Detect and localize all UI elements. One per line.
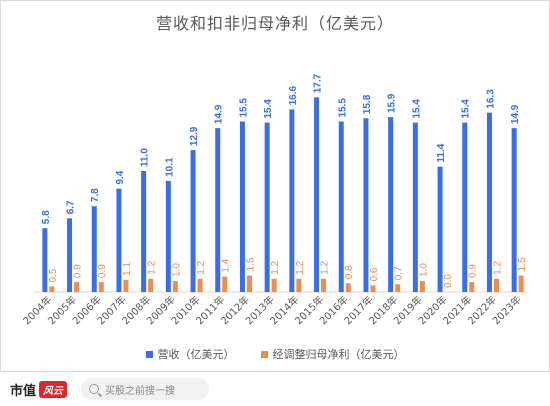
data-label-revenue: 16.6 bbox=[288, 85, 299, 105]
data-label-revenue: 16.3 bbox=[485, 89, 496, 109]
bar-adjusted-profit-2016年 bbox=[345, 283, 351, 292]
bar-adjusted-profit-2021年 bbox=[469, 282, 475, 292]
bar-adjusted-profit-2008年 bbox=[148, 278, 154, 292]
data-label-revenue: 10.1 bbox=[164, 157, 175, 177]
data-label-adjusted-profit: 1.5 bbox=[517, 257, 528, 271]
data-label-revenue: 9.4 bbox=[115, 170, 126, 184]
data-label-revenue: 15.5 bbox=[337, 98, 348, 118]
data-label-adjusted-profit: 1.5 bbox=[245, 257, 256, 271]
chart-title: 营收和扣非归母净利（亿美元） bbox=[155, 14, 394, 33]
data-label-revenue: 15.4 bbox=[461, 99, 472, 119]
data-label-revenue: 6.7 bbox=[66, 200, 77, 214]
bar-adjusted-profit-2012年 bbox=[246, 275, 252, 292]
brand-name: 市值 bbox=[10, 383, 37, 399]
data-label-adjusted-profit: 1.0 bbox=[418, 263, 429, 277]
bar-adjusted-profit-2007年 bbox=[123, 279, 129, 292]
legend-swatch-revenue bbox=[145, 350, 153, 358]
data-label-adjusted-profit: 0.6 bbox=[369, 267, 380, 281]
bar-revenue-2009年 bbox=[165, 180, 171, 292]
data-label-adjusted-profit: 1.2 bbox=[320, 260, 331, 274]
data-label-revenue: 14.9 bbox=[510, 104, 521, 124]
data-label-adjusted-profit: 1.2 bbox=[295, 260, 306, 274]
search-placeholder: 买股之前搜一搜 bbox=[105, 385, 176, 397]
bar-revenue-2011年 bbox=[215, 128, 221, 292]
bar-adjusted-profit-2010年 bbox=[197, 278, 203, 292]
bar-revenue-2016年 bbox=[338, 121, 344, 292]
data-label-adjusted-profit: 0.0 bbox=[443, 274, 454, 288]
bar-adjusted-profit-2019年 bbox=[419, 281, 425, 292]
bar-revenue-2012年 bbox=[239, 121, 245, 292]
legend-swatch-adjusted-profit bbox=[260, 350, 268, 358]
legend-label-revenue: 营收（亿美元） bbox=[157, 348, 235, 361]
data-label-adjusted-profit: 0.9 bbox=[73, 264, 84, 278]
chart-card bbox=[0, 0, 550, 372]
legend-item-adjusted-profit: 经调整归母净利（亿美元） bbox=[260, 346, 405, 362]
data-label-revenue: 15.9 bbox=[387, 93, 398, 113]
bar-revenue-2021年 bbox=[462, 122, 468, 292]
bar-revenue-2013年 bbox=[264, 122, 270, 292]
bar-adjusted-profit-2004年 bbox=[49, 286, 55, 292]
bar-revenue-2008年 bbox=[141, 171, 147, 292]
data-label-revenue: 15.8 bbox=[362, 94, 373, 114]
bar-adjusted-profit-2006年 bbox=[98, 282, 104, 292]
data-label-adjusted-profit: 1.2 bbox=[492, 260, 503, 274]
data-label-revenue: 5.8 bbox=[41, 210, 52, 224]
data-label-adjusted-profit: 0.7 bbox=[394, 266, 405, 280]
data-label-adjusted-profit: 0.8 bbox=[344, 265, 355, 279]
data-label-adjusted-profit: 1.2 bbox=[147, 260, 158, 274]
bar-adjusted-profit-2022年 bbox=[493, 278, 499, 292]
data-label-adjusted-profit: 0.5 bbox=[48, 268, 59, 282]
data-label-revenue: 11.4 bbox=[436, 143, 447, 162]
data-label-adjusted-profit: 1.0 bbox=[171, 263, 182, 277]
data-label-revenue: 7.8 bbox=[90, 188, 101, 202]
bar-adjusted-profit-2015年 bbox=[321, 278, 327, 292]
legend-item-revenue: 营收（亿美元） bbox=[145, 346, 235, 362]
bar-revenue-2004年 bbox=[42, 228, 48, 292]
data-label-revenue: 15.4 bbox=[411, 99, 422, 119]
legend-label-adjusted-profit: 经调整归母净利（亿美元） bbox=[272, 348, 405, 361]
data-label-adjusted-profit: 1.2 bbox=[270, 260, 281, 274]
chart-legend: 营收（亿美元） 经调整归母净利（亿美元） bbox=[0, 346, 550, 362]
bar-adjusted-profit-2005年 bbox=[74, 282, 80, 292]
data-label-revenue: 14.9 bbox=[214, 104, 225, 124]
data-label-revenue: 12.9 bbox=[189, 126, 200, 146]
search-input[interactable]: 买股之前搜一搜 bbox=[81, 378, 210, 400]
bar-adjusted-profit-2013年 bbox=[271, 278, 277, 292]
brand-logo[interactable]: 市值 风云 bbox=[10, 380, 68, 399]
bar-revenue-2007年 bbox=[116, 188, 122, 292]
brand-mark: 风云 bbox=[39, 380, 68, 398]
data-label-revenue: 15.4 bbox=[263, 99, 274, 119]
data-label-revenue: 15.5 bbox=[238, 98, 249, 118]
bar-adjusted-profit-2018年 bbox=[395, 284, 401, 292]
bar-adjusted-profit-2011年 bbox=[222, 276, 228, 292]
bar-revenue-2017年 bbox=[363, 118, 369, 292]
bar-adjusted-profit-2009年 bbox=[172, 281, 178, 292]
data-label-revenue: 11.0 bbox=[140, 148, 151, 167]
bar-adjusted-profit-2023年 bbox=[518, 275, 524, 292]
data-label-adjusted-profit: 1.1 bbox=[122, 262, 133, 276]
bar-revenue-2015年 bbox=[314, 97, 320, 292]
bar-revenue-2020年 bbox=[437, 166, 443, 292]
footer-bar: 市值 风云 买股之前搜一搜 bbox=[0, 372, 550, 406]
data-label-adjusted-profit: 0.9 bbox=[468, 264, 479, 278]
bar-revenue-2019年 bbox=[412, 122, 418, 292]
bar-revenue-2018年 bbox=[388, 117, 394, 292]
data-label-adjusted-profit: 1.2 bbox=[196, 260, 207, 274]
bar-revenue-2022年 bbox=[486, 112, 492, 292]
bar-revenue-2006年 bbox=[91, 206, 97, 292]
data-label-revenue: 17.7 bbox=[313, 73, 324, 93]
bar-revenue-2005年 bbox=[67, 218, 73, 292]
bar-revenue-2014年 bbox=[289, 109, 295, 293]
data-label-adjusted-profit: 0.9 bbox=[97, 264, 108, 278]
bar-revenue-2023年 bbox=[511, 128, 517, 292]
search-icon bbox=[89, 384, 100, 394]
bar-adjusted-profit-2017年 bbox=[370, 285, 376, 292]
data-label-adjusted-profit: 1.4 bbox=[221, 258, 232, 272]
bar-adjusted-profit-2014年 bbox=[296, 278, 302, 292]
bar-revenue-2010年 bbox=[190, 150, 196, 292]
